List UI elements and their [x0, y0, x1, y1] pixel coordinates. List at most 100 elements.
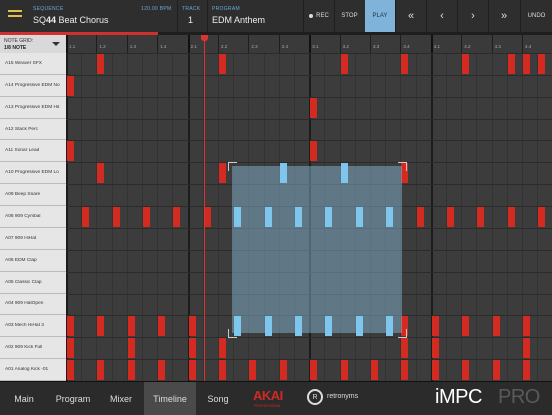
- track-value[interactable]: 1: [188, 15, 194, 25]
- note-block[interactable]: [173, 207, 181, 227]
- track-row[interactable]: A04 909 HatOpen: [0, 294, 66, 316]
- track-row[interactable]: A10 Progressive EDM Lo: [0, 162, 66, 185]
- selected-note-block[interactable]: [234, 207, 242, 227]
- note-block[interactable]: [462, 316, 470, 337]
- note-block[interactable]: [401, 338, 409, 359]
- step-forward-icon[interactable]: ›: [471, 10, 475, 22]
- note-block[interactable]: [158, 360, 166, 380]
- selection-corner-handle[interactable]: [398, 328, 407, 338]
- track-row[interactable]: A05 Classic Clap: [0, 272, 66, 294]
- note-block[interactable]: [112, 207, 120, 227]
- note-block[interactable]: [188, 338, 196, 359]
- track-row[interactable]: A12 Stack Perc: [0, 119, 66, 141]
- tab-song[interactable]: Song: [207, 393, 229, 404]
- note-block[interactable]: [97, 163, 105, 184]
- note-block[interactable]: [97, 54, 105, 74]
- note-block[interactable]: [127, 316, 135, 337]
- note-block[interactable]: [447, 207, 454, 227]
- note-block[interactable]: [492, 360, 500, 380]
- note-block[interactable]: [127, 338, 135, 359]
- note-block[interactable]: [249, 360, 257, 380]
- track-row[interactable]: A06 EDM Clap: [0, 250, 66, 272]
- note-block[interactable]: [67, 75, 74, 96]
- tab-timeline[interactable]: Timeline: [144, 382, 196, 415]
- tab-program[interactable]: Program: [55, 393, 91, 404]
- note-block[interactable]: [97, 360, 105, 380]
- selected-note-block[interactable]: [325, 316, 333, 337]
- note-block[interactable]: [523, 360, 530, 380]
- note-block[interactable]: [67, 338, 74, 359]
- note-block[interactable]: [507, 207, 515, 227]
- track-row[interactable]: A07 909 HiHat: [0, 228, 66, 250]
- note-block[interactable]: [279, 360, 287, 380]
- note-block[interactable]: [82, 207, 90, 227]
- note-block[interactable]: [188, 360, 196, 380]
- note-block[interactable]: [340, 360, 348, 380]
- play-button[interactable]: PLAY: [365, 0, 395, 32]
- note-block[interactable]: [401, 54, 409, 74]
- note-block[interactable]: [97, 316, 105, 337]
- rewind-to-start-icon[interactable]: «: [407, 10, 415, 22]
- selected-note-block[interactable]: [355, 316, 363, 337]
- note-block[interactable]: [401, 316, 409, 337]
- menu-icon[interactable]: [8, 10, 22, 20]
- track-row[interactable]: A13 Progressive EDM Hit: [0, 97, 66, 119]
- note-block[interactable]: [401, 360, 409, 380]
- selection-corner-handle[interactable]: [228, 162, 237, 172]
- timeline-ruler[interactable]: 1.1 1.2 1.3 1.4 2.1 2.2 2.3 2.4 3.1 3.2 3.3 3.4 4.1 4…: [66, 35, 552, 53]
- selection-corner-handle[interactable]: [228, 328, 237, 338]
- note-block[interactable]: [431, 360, 439, 380]
- selected-note-block[interactable]: [264, 207, 272, 227]
- stop-button[interactable]: STOP: [341, 13, 358, 19]
- note-block[interactable]: [219, 360, 226, 380]
- selected-note-block[interactable]: [386, 207, 394, 227]
- track-row[interactable]: A11 Sonar Lead: [0, 140, 66, 163]
- bpm-display[interactable]: 120.00 BPM: [141, 6, 172, 12]
- selected-note-block[interactable]: [386, 316, 394, 337]
- note-block[interactable]: [158, 316, 166, 337]
- note-block[interactable]: [492, 316, 500, 337]
- note-block[interactable]: [431, 338, 439, 359]
- fast-forward-icon[interactable]: »: [500, 10, 508, 22]
- note-block[interactable]: [67, 360, 74, 380]
- note-block[interactable]: [310, 360, 318, 380]
- note-block[interactable]: [219, 54, 226, 74]
- track-row[interactable]: A02 909 Kick Full: [0, 337, 66, 360]
- track-row[interactable]: A14 Progressive EDM No: [0, 75, 66, 97]
- selected-note-block[interactable]: [325, 207, 333, 227]
- note-block[interactable]: [127, 360, 135, 380]
- note-block[interactable]: [188, 316, 196, 337]
- note-block[interactable]: [219, 338, 226, 359]
- note-block[interactable]: [203, 207, 211, 227]
- note-block[interactable]: [67, 141, 74, 162]
- selected-note-block[interactable]: [340, 163, 348, 184]
- selected-note-block[interactable]: [234, 316, 242, 337]
- tab-mixer[interactable]: Mixer: [110, 393, 132, 404]
- undo-button[interactable]: UNDO: [527, 13, 546, 19]
- step-back-icon[interactable]: ‹: [440, 10, 444, 22]
- note-block[interactable]: [431, 316, 439, 337]
- note-block[interactable]: [310, 97, 318, 118]
- note-block[interactable]: [477, 207, 485, 227]
- note-block[interactable]: [523, 54, 530, 74]
- selected-note-block[interactable]: [295, 207, 302, 227]
- note-block[interactable]: [538, 54, 546, 74]
- track-row[interactable]: A15 Weaver SFX: [0, 53, 66, 75]
- note-block[interactable]: [416, 207, 424, 227]
- selected-note-block[interactable]: [264, 316, 272, 337]
- selection-box[interactable]: [232, 166, 402, 333]
- note-block[interactable]: [507, 54, 515, 74]
- note-block[interactable]: [462, 54, 470, 74]
- note-block[interactable]: [219, 163, 226, 184]
- note-grid[interactable]: [66, 53, 552, 381]
- selected-note-block[interactable]: [279, 163, 287, 184]
- rec-button[interactable]: REC: [304, 0, 334, 32]
- selected-note-block[interactable]: [355, 207, 363, 227]
- note-block[interactable]: [462, 360, 470, 380]
- note-block[interactable]: [143, 207, 150, 227]
- playhead-handle[interactable]: [201, 35, 208, 41]
- selection-corner-handle[interactable]: [398, 162, 407, 172]
- playhead[interactable]: [204, 35, 205, 381]
- track-row[interactable]: A03 Mech HiHat 3: [0, 315, 66, 338]
- note-block[interactable]: [340, 54, 348, 74]
